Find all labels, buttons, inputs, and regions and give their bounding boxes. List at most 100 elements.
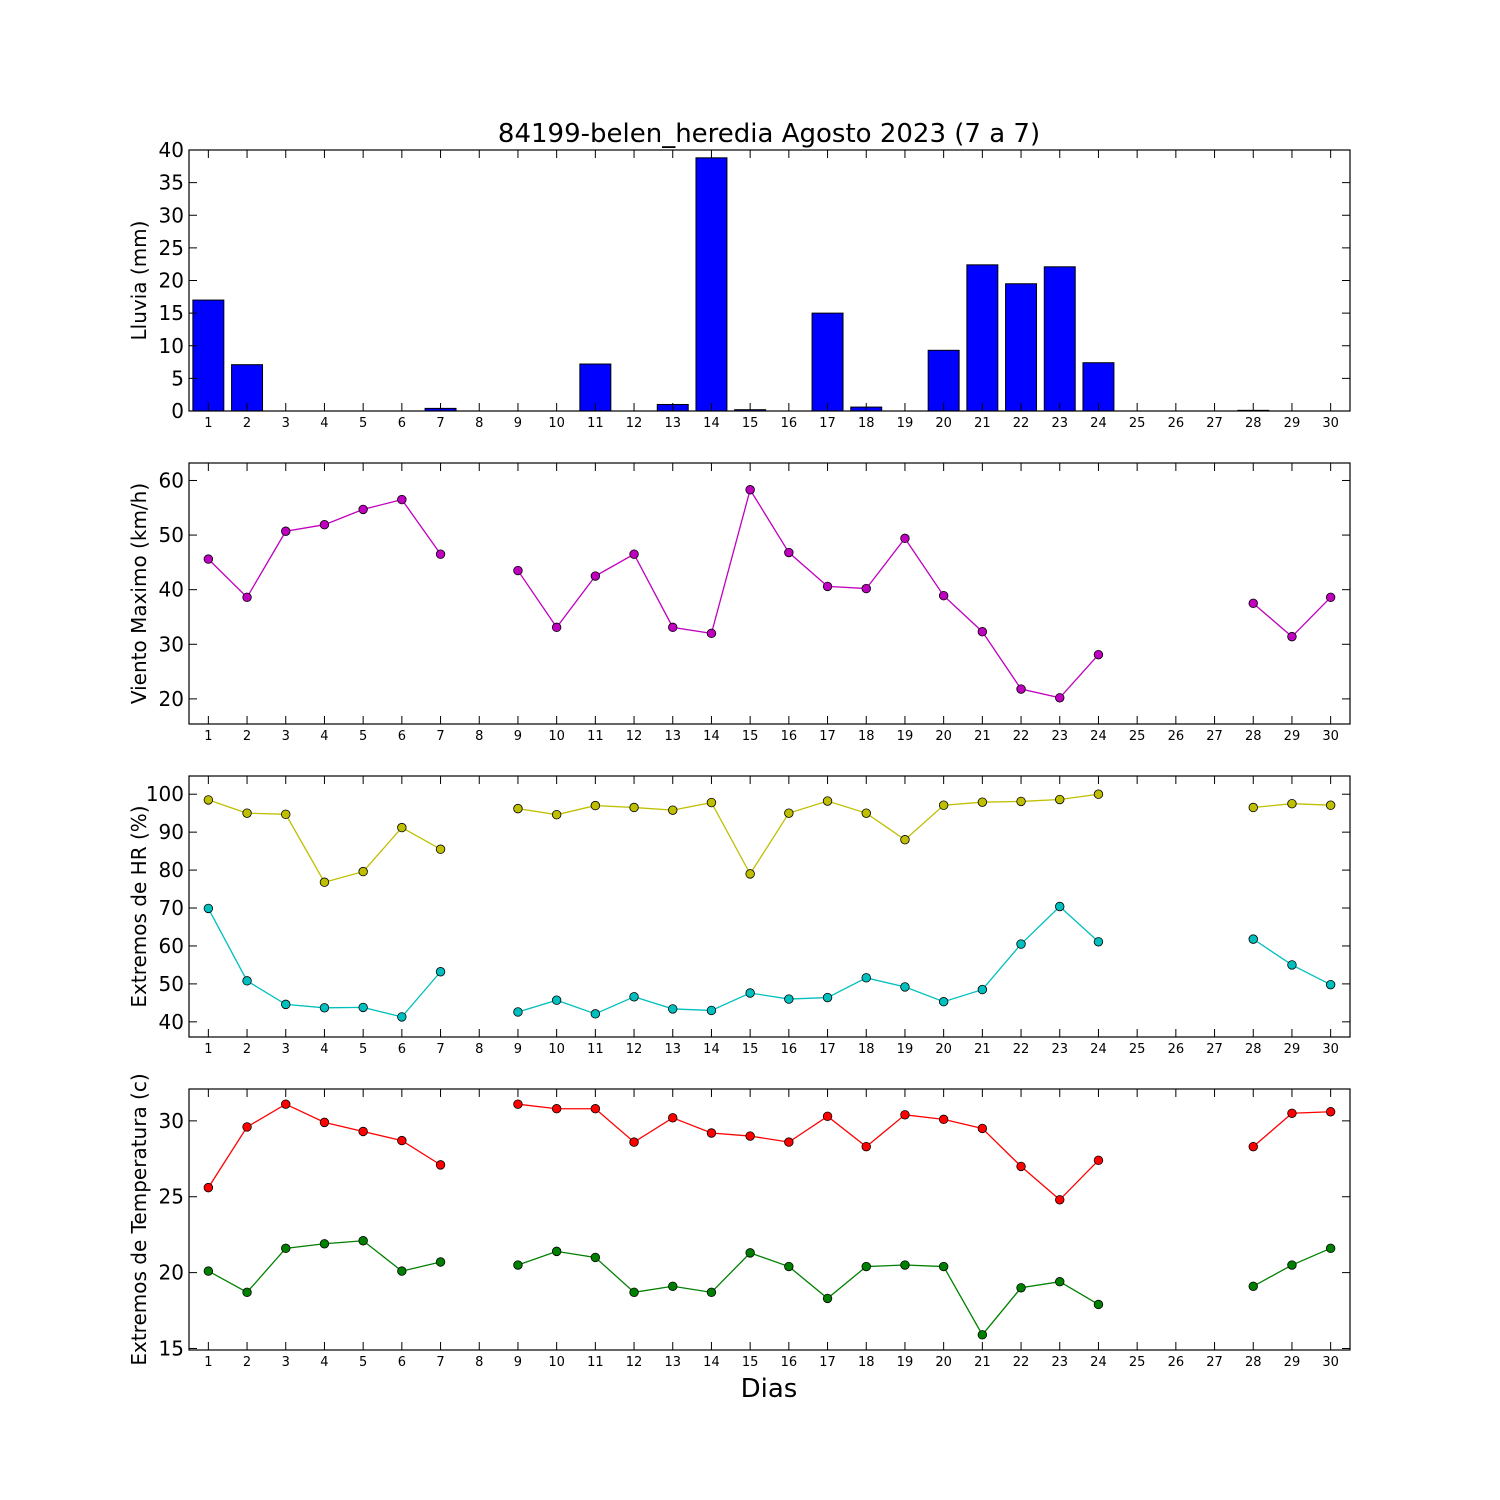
point-day-3	[281, 1099, 291, 1109]
y-tick-label: 35	[159, 171, 184, 195]
point-day-18	[861, 583, 871, 594]
x-tick-label: 24	[1090, 729, 1107, 744]
point-day-14	[706, 1005, 717, 1016]
point-day-17	[822, 992, 833, 1003]
y-axis-label: Extremos de Temperatura (c)	[127, 1073, 151, 1365]
x-tick-label: 26	[1168, 1355, 1185, 1370]
x-tick-label: 21	[974, 1355, 991, 1370]
x-tick-label: 1	[204, 1042, 212, 1057]
x-tick-label: 30	[1322, 729, 1339, 744]
x-tick-label: 20	[935, 1042, 952, 1057]
point-day-17	[822, 1111, 833, 1122]
point-day-11	[590, 1009, 601, 1019]
y-tick-label: 5	[171, 366, 184, 390]
x-tick-label: 25	[1129, 416, 1146, 431]
x-tick-label: 2	[243, 416, 251, 431]
point-day-16	[784, 1137, 794, 1147]
point-day-13	[668, 1113, 678, 1123]
point-day-22	[1016, 939, 1026, 949]
point-day-24	[1093, 1155, 1104, 1166]
x-tick-label: 12	[626, 729, 643, 744]
x-tick-label: 2	[243, 1355, 251, 1370]
x-tick-label: 18	[858, 1042, 875, 1057]
point-day-6	[397, 822, 407, 833]
y-tick-label: 30	[159, 1109, 184, 1133]
x-tick-label: 22	[1013, 1042, 1030, 1057]
x-tick-label: 3	[282, 416, 290, 431]
x-tick-label: 3	[282, 729, 290, 744]
bar-day-24	[1082, 362, 1115, 411]
x-tick-label: 2	[243, 729, 251, 744]
point-day-28	[1248, 802, 1258, 813]
point-day-4	[319, 877, 330, 887]
y-tick-label: 90	[159, 820, 184, 844]
point-day-9	[513, 565, 523, 576]
x-tick-label: 12	[626, 1355, 643, 1370]
x-tick-label: 11	[587, 416, 604, 431]
point-day-23	[1055, 693, 1065, 703]
x-tick-label: 29	[1284, 1042, 1301, 1057]
x-tick-label: 23	[1051, 416, 1068, 431]
point-day-19	[900, 835, 910, 845]
point-day-2	[242, 808, 252, 818]
y-tick-label: 30	[159, 203, 184, 227]
y-tick-label: 100	[146, 782, 184, 806]
series-line-segment	[517, 488, 1099, 699]
point-day-17	[822, 581, 833, 592]
y-tick-label: 20	[159, 1261, 184, 1285]
x-tick-label: 10	[548, 1355, 565, 1370]
x-tick-label: 27	[1206, 1042, 1223, 1057]
x-tick-label: 30	[1322, 1042, 1339, 1057]
point-day-21	[977, 627, 988, 637]
point-day-7	[435, 967, 446, 977]
x-tick-label: 8	[475, 416, 483, 431]
point-day-3	[281, 809, 291, 820]
x-tick-label: 19	[897, 416, 914, 431]
x-tick-label: 19	[897, 729, 914, 744]
series-line-segment	[517, 905, 1099, 1015]
x-tick-label: 23	[1051, 1355, 1068, 1370]
x-tick-label: 6	[398, 729, 406, 744]
point-day-7	[435, 1160, 446, 1170]
x-tick-label: 4	[320, 729, 328, 744]
x-tick-label: 30	[1322, 1355, 1339, 1370]
y-tick-label: 60	[159, 934, 184, 958]
x-tick-label: 7	[436, 1042, 444, 1057]
plot-area-1	[192, 157, 1270, 411]
y-tick-label: 15	[159, 301, 184, 325]
x-tick-label: 17	[819, 1042, 836, 1057]
x-tick-label: 24	[1090, 416, 1107, 431]
point-day-10	[551, 1104, 562, 1114]
point-day-22	[1016, 1283, 1026, 1293]
x-tick-label: 26	[1168, 729, 1185, 744]
x-tick-label: 17	[819, 416, 836, 431]
point-day-5	[358, 1126, 368, 1137]
point-day-12	[629, 992, 639, 1002]
series-2-1	[203, 485, 1336, 703]
x-tick-label: 29	[1284, 1355, 1301, 1370]
point-day-2	[242, 592, 252, 603]
series-3-2	[203, 901, 1336, 1022]
point-day-10	[551, 995, 562, 1005]
point-day-29	[1287, 1260, 1297, 1270]
point-day-15	[745, 869, 755, 879]
point-day-29	[1287, 1108, 1297, 1118]
point-day-16	[784, 547, 794, 558]
x-tick-label: 6	[398, 1355, 406, 1370]
point-day-14	[706, 797, 717, 808]
point-day-5	[358, 866, 368, 877]
point-day-14	[706, 1287, 717, 1298]
x-tick-label: 28	[1245, 729, 1262, 744]
x-tick-label: 29	[1284, 416, 1301, 431]
x-tick-label: 8	[475, 1355, 483, 1370]
x-tick-label: 8	[475, 1042, 483, 1057]
point-day-18	[861, 973, 871, 983]
bar-day-23	[1043, 266, 1076, 411]
point-day-4	[319, 520, 330, 530]
point-day-13	[668, 622, 678, 633]
y-tick-label: 60	[159, 468, 184, 492]
